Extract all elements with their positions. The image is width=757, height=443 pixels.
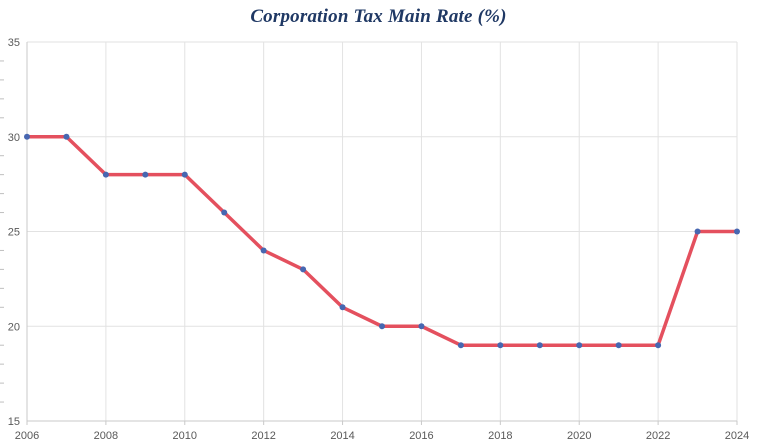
x-axis-label: 2008 xyxy=(94,430,118,442)
data-point-marker xyxy=(576,342,583,349)
x-axis-label: 2014 xyxy=(330,430,354,442)
data-point-marker xyxy=(418,323,425,330)
data-point-marker xyxy=(63,133,70,140)
y-axis-label: 30 xyxy=(8,132,20,144)
data-point-marker xyxy=(102,171,109,178)
x-axis-label: 2018 xyxy=(488,430,512,442)
y-axis-label: 25 xyxy=(8,227,20,239)
y-axis-label: 15 xyxy=(8,416,20,428)
data-point-marker xyxy=(379,323,385,330)
y-axis-label: 35 xyxy=(8,37,20,49)
data-point-marker xyxy=(339,304,346,311)
chart-title: Corporation Tax Main Rate (%) xyxy=(250,6,507,27)
x-axis-label: 2020 xyxy=(567,430,591,442)
data-point-marker xyxy=(300,266,307,273)
series-line xyxy=(25,135,739,347)
data-point-marker xyxy=(221,209,228,216)
x-axis-label: 2010 xyxy=(173,430,197,442)
x-axis-label: 2012 xyxy=(251,430,275,442)
data-point-marker xyxy=(24,133,30,140)
x-axis-label: 2022 xyxy=(646,430,670,442)
data-point-marker xyxy=(181,171,188,178)
data-point-marker xyxy=(655,342,662,349)
data-point-marker xyxy=(260,247,267,254)
data-point-marker xyxy=(734,228,740,235)
data-point-marker xyxy=(536,342,543,349)
x-axis-label: 2024 xyxy=(725,430,749,442)
x-axis-label: 2006 xyxy=(15,430,39,442)
x-axis-label: 2016 xyxy=(409,430,433,442)
data-point-marker xyxy=(457,342,464,349)
data-point-marker xyxy=(142,171,149,178)
y-axis-label: 20 xyxy=(8,321,20,333)
data-point-marker xyxy=(497,342,504,349)
data-point-marker xyxy=(694,228,701,235)
data-point-marker xyxy=(615,342,622,349)
